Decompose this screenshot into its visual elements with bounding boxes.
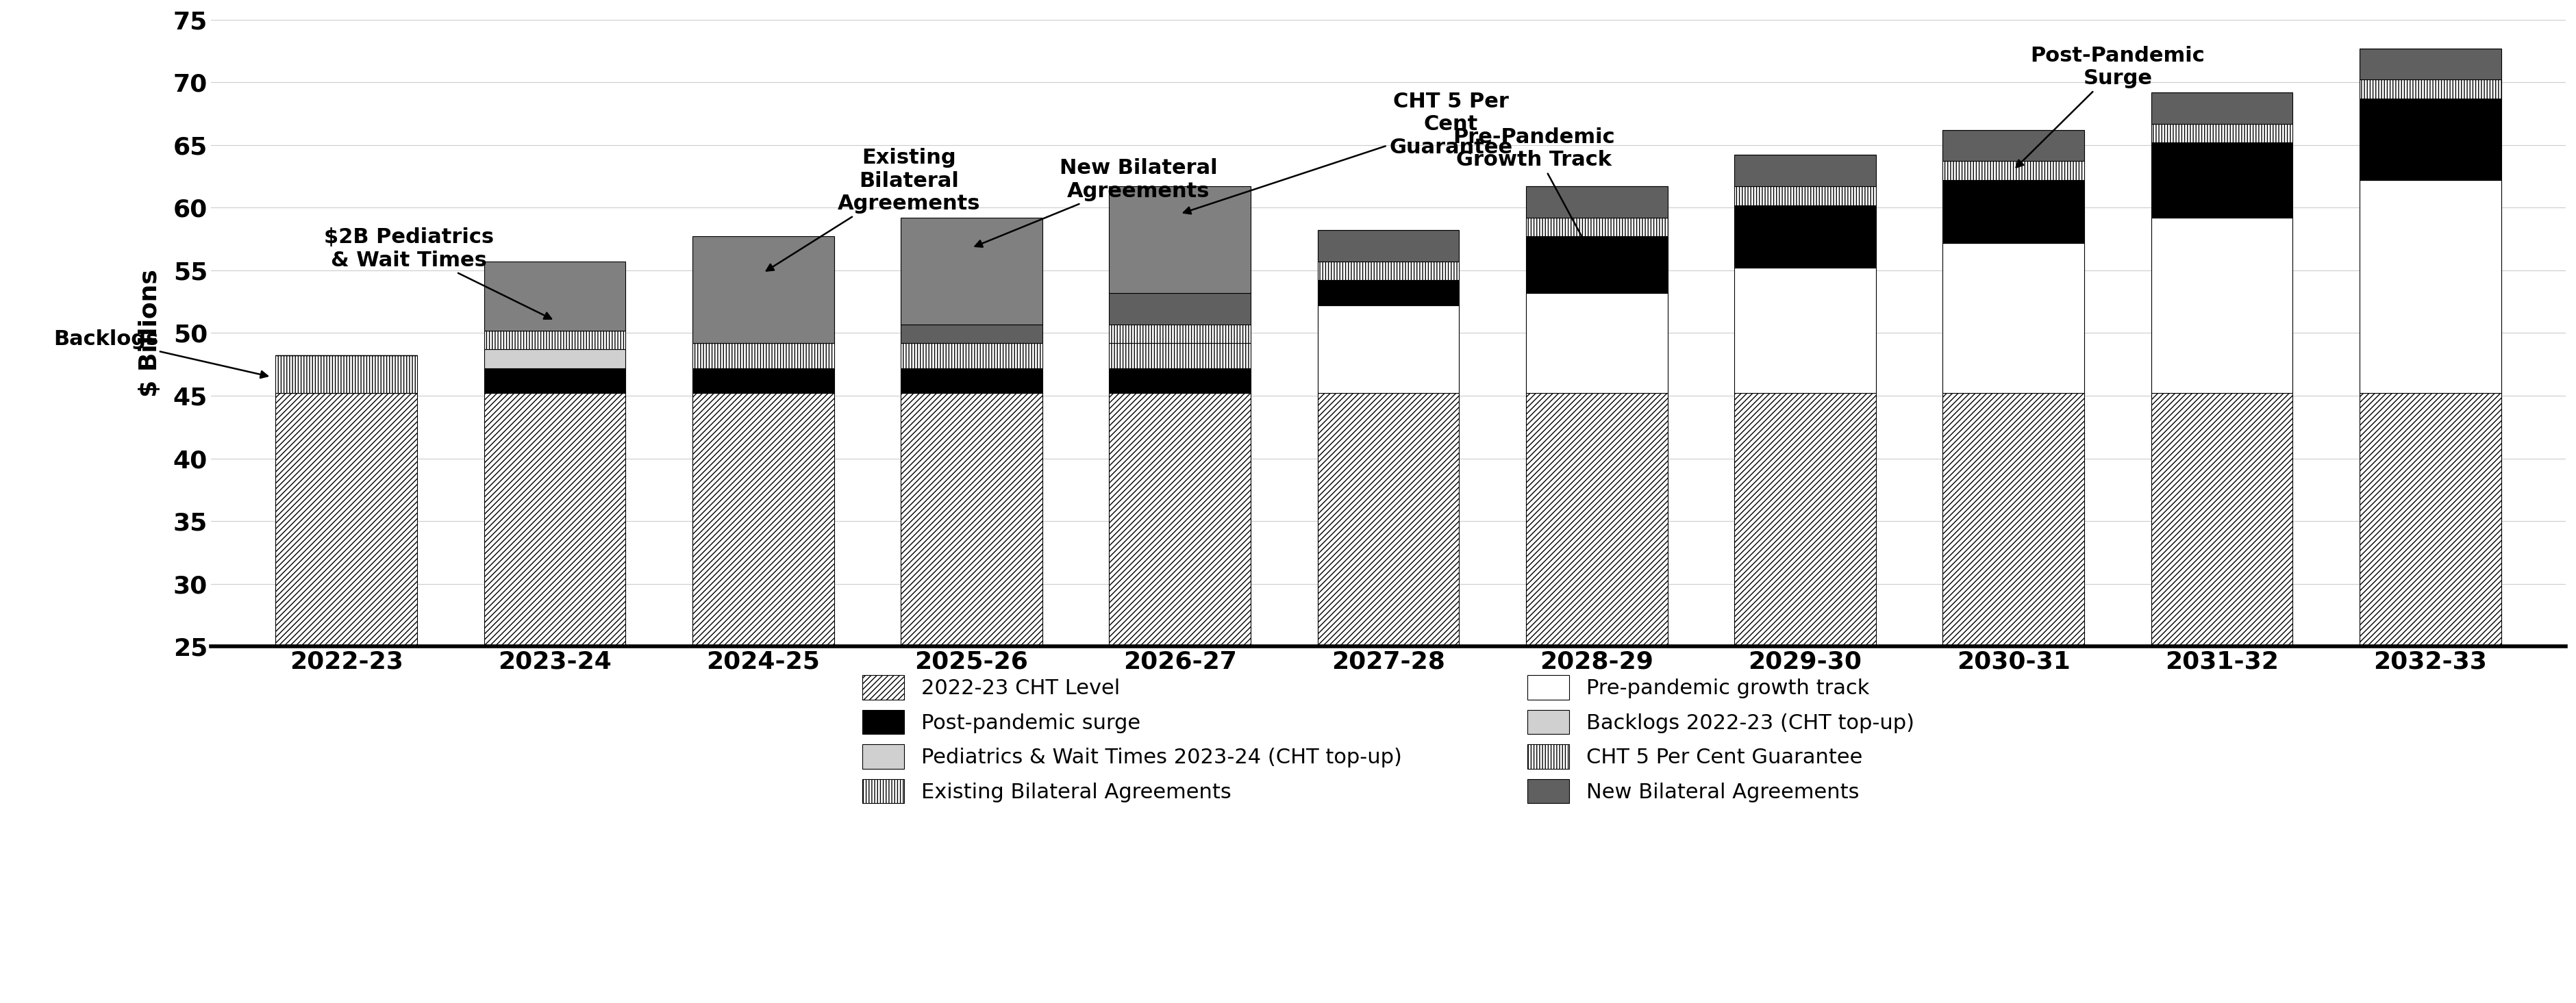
Bar bbox=[1942, 161, 2084, 180]
Bar bbox=[902, 218, 1043, 324]
Bar bbox=[276, 356, 417, 393]
Bar bbox=[1942, 180, 2084, 243]
Bar bbox=[1734, 205, 1875, 268]
Bar bbox=[1316, 281, 1458, 306]
Bar bbox=[1110, 324, 1252, 343]
Text: CHT 5 Per
Cent
Guarantee: CHT 5 Per Cent Guarantee bbox=[1182, 91, 1512, 214]
Bar bbox=[1316, 393, 1458, 960]
Bar bbox=[2151, 123, 2293, 142]
Bar bbox=[693, 343, 835, 368]
Bar bbox=[1942, 393, 2084, 960]
Text: Post-Pandemic
Surge: Post-Pandemic Surge bbox=[2017, 45, 2205, 168]
Bar bbox=[1316, 230, 1458, 262]
Bar bbox=[2151, 142, 2293, 218]
Bar bbox=[693, 237, 835, 343]
Bar bbox=[2151, 218, 2293, 393]
Bar bbox=[1110, 293, 1252, 324]
Bar bbox=[1525, 218, 1667, 237]
Text: Existing
Bilateral
Agreements: Existing Bilateral Agreements bbox=[768, 148, 981, 271]
Bar bbox=[484, 262, 626, 331]
Bar bbox=[1525, 293, 1667, 393]
Bar bbox=[693, 368, 835, 393]
Bar bbox=[1734, 154, 1875, 187]
Bar bbox=[1316, 262, 1458, 281]
Bar bbox=[1525, 237, 1667, 293]
Text: Pre-Pandemic
Growth Track: Pre-Pandemic Growth Track bbox=[1453, 127, 1615, 261]
Bar bbox=[2151, 92, 2293, 123]
Bar bbox=[484, 368, 626, 393]
Bar bbox=[276, 393, 417, 960]
Y-axis label: $ Billions: $ Billions bbox=[139, 269, 162, 397]
Legend: 2022-23 CHT Level, Post-pandemic surge, Pediatrics & Wait Times 2023-24 (CHT top: 2022-23 CHT Level, Post-pandemic surge, … bbox=[855, 667, 1922, 811]
Bar bbox=[902, 368, 1043, 393]
Text: New Bilateral
Agreements: New Bilateral Agreements bbox=[976, 158, 1218, 247]
Bar bbox=[1525, 393, 1667, 960]
Bar bbox=[484, 349, 626, 368]
Bar bbox=[1942, 129, 2084, 161]
Bar bbox=[1734, 393, 1875, 960]
Bar bbox=[1110, 187, 1252, 293]
Bar bbox=[2151, 393, 2293, 960]
Bar bbox=[1110, 343, 1252, 368]
Bar bbox=[1942, 243, 2084, 393]
Bar bbox=[2360, 79, 2501, 98]
Bar bbox=[484, 393, 626, 960]
Bar bbox=[1110, 393, 1252, 960]
Bar bbox=[693, 393, 835, 960]
Bar bbox=[484, 331, 626, 349]
Text: Backlogs: Backlogs bbox=[54, 329, 268, 378]
Bar bbox=[1734, 268, 1875, 393]
Bar bbox=[2360, 48, 2501, 79]
Bar bbox=[902, 324, 1043, 343]
Bar bbox=[1110, 368, 1252, 393]
Bar bbox=[1525, 187, 1667, 218]
Bar bbox=[902, 393, 1043, 960]
Text: $2B Pediatrics
& Wait Times: $2B Pediatrics & Wait Times bbox=[325, 228, 551, 319]
Bar bbox=[2360, 98, 2501, 180]
Bar bbox=[2360, 180, 2501, 393]
Bar bbox=[1734, 187, 1875, 205]
Bar bbox=[2360, 393, 2501, 960]
Bar bbox=[1316, 306, 1458, 393]
Bar bbox=[902, 343, 1043, 368]
